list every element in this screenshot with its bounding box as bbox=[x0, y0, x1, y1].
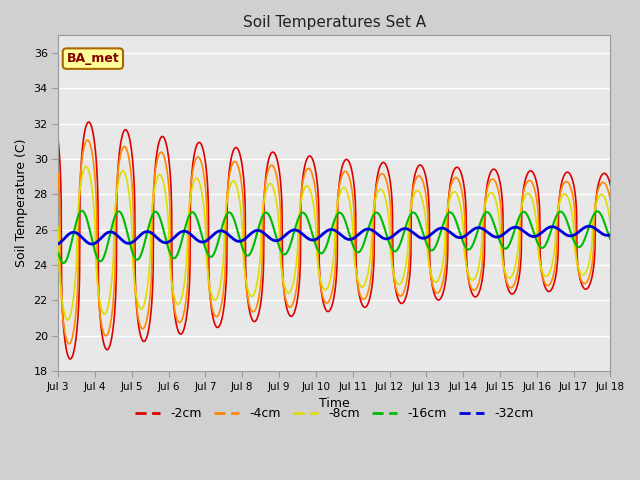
Text: BA_met: BA_met bbox=[67, 52, 119, 65]
X-axis label: Time: Time bbox=[319, 397, 349, 410]
Title: Soil Temperatures Set A: Soil Temperatures Set A bbox=[243, 15, 426, 30]
Legend: -2cm, -4cm, -8cm, -16cm, -32cm: -2cm, -4cm, -8cm, -16cm, -32cm bbox=[130, 402, 538, 425]
Y-axis label: Soil Temperature (C): Soil Temperature (C) bbox=[15, 139, 28, 267]
